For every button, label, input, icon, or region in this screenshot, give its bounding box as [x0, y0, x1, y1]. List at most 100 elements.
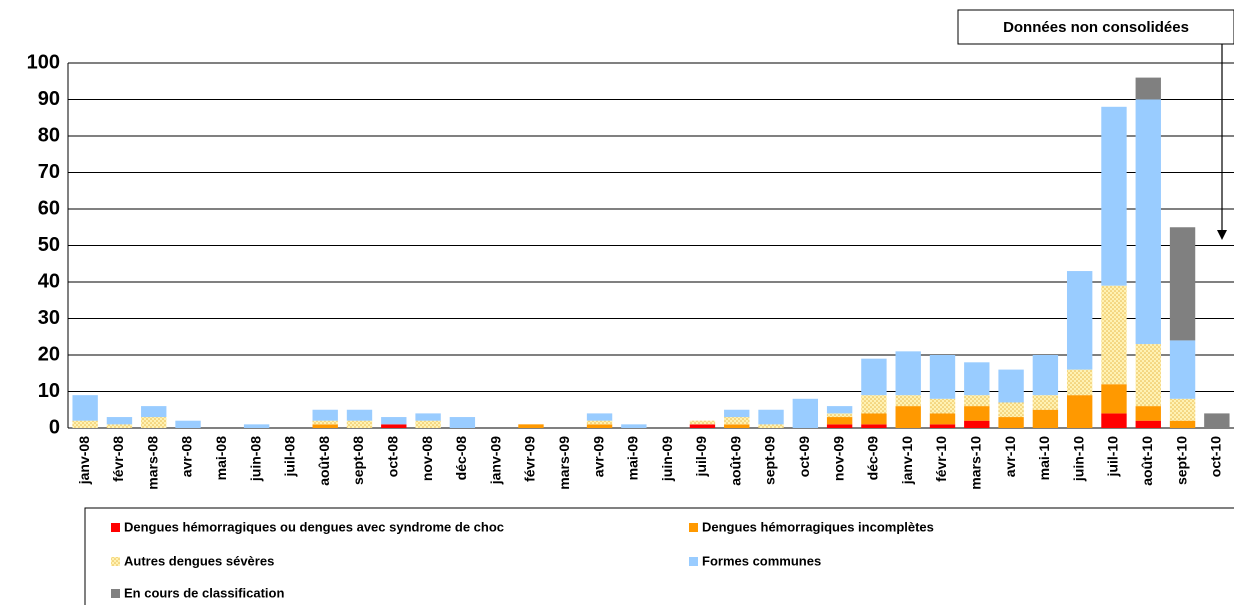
bar-segment: [106, 424, 133, 428]
bar-segment: [861, 424, 887, 428]
bar-segment: [1204, 413, 1230, 428]
bar-segment: [312, 424, 338, 428]
bar-segment: [724, 417, 750, 425]
x-tick-label: oct-08: [384, 436, 400, 477]
bar-segment: [826, 406, 853, 414]
bar-segment: [346, 420, 373, 428]
x-tick-label: sept-08: [350, 436, 366, 485]
x-tick-label: janv-08: [76, 436, 92, 485]
bar-segment: [689, 424, 716, 428]
bar-segment: [586, 420, 613, 425]
bar-segment: [1135, 99, 1161, 345]
legend-swatch: [689, 557, 698, 566]
x-tick-label: juin-08: [247, 436, 263, 482]
bar-segment: [621, 424, 647, 428]
bar-segment: [964, 395, 990, 407]
x-tick-label: févr-08: [110, 436, 126, 482]
x-tick-label: sept-10: [1173, 436, 1189, 485]
legend-label: Autres dengues sévères: [124, 553, 274, 568]
bar-segment: [895, 406, 921, 428]
bar-segment: [964, 362, 990, 396]
bar-segment: [895, 351, 921, 396]
x-tick-label: sept-09: [762, 436, 778, 485]
bar-segment: [1135, 406, 1161, 421]
bar-segment: [826, 417, 853, 425]
bar-segment: [998, 417, 1024, 428]
legend-swatch: [111, 557, 120, 566]
x-tick-label: nov-09: [830, 436, 846, 481]
bar-segment: [381, 424, 407, 428]
bar-segment: [1032, 355, 1059, 396]
x-tick-label: juil-10: [1105, 436, 1121, 478]
annotation: Données non consolidées: [1003, 19, 1189, 36]
y-tick-label: 80: [38, 124, 60, 146]
bar-segment: [861, 395, 887, 414]
y-tick-label: 40: [38, 270, 60, 292]
bar-segment: [998, 402, 1024, 418]
x-tick-label: déc-09: [865, 436, 881, 481]
bar-segment: [312, 409, 338, 421]
x-tick-label: avr-09: [590, 436, 606, 477]
y-tick-label: 50: [38, 234, 60, 256]
x-tick-label: oct-09: [796, 436, 812, 477]
bar-segment: [72, 395, 98, 421]
bar-segment: [1101, 106, 1127, 286]
bar-segment: [243, 424, 270, 428]
legend-label: En cours de classification: [124, 585, 284, 600]
bar-segment: [1032, 409, 1059, 428]
bar-segment: [1101, 384, 1127, 414]
bar-segment: [1032, 395, 1059, 410]
x-tick-label: août-08: [316, 436, 332, 486]
bar-segment: [998, 369, 1024, 403]
y-tick-label: 10: [38, 380, 60, 402]
y-tick-label: 30: [38, 307, 60, 329]
x-tick-label: févr-10: [933, 436, 949, 482]
x-tick-label: avr-08: [179, 436, 195, 477]
bar-segment: [929, 413, 956, 425]
x-tick-label: mai-08: [213, 436, 229, 481]
bar-segment: [861, 413, 887, 425]
x-tick-label: juil-09: [693, 436, 709, 478]
bar-segment: [518, 424, 544, 428]
y-tick-label: 20: [38, 343, 60, 365]
x-tick-label: mai-09: [625, 436, 641, 481]
bar-segment: [689, 420, 716, 425]
bar-segment: [415, 413, 441, 421]
bar-segment: [826, 424, 853, 428]
bar-segment: [1169, 420, 1196, 428]
bar-segment: [415, 420, 441, 428]
legend-swatch: [111, 589, 120, 598]
bar-segment: [964, 406, 990, 421]
annotation-box: [957, 9, 1234, 45]
bar-segment: [861, 358, 887, 396]
bar-segment: [826, 413, 853, 418]
x-tick-label: août-09: [727, 436, 743, 486]
bar-segment: [1135, 420, 1161, 428]
x-tick-label: oct-10: [1208, 436, 1224, 477]
bar-segment: [895, 395, 921, 407]
x-tick-label: mars-10: [967, 436, 983, 490]
x-tick-label: juin-09: [659, 436, 675, 482]
y-tick-label: 70: [38, 161, 60, 183]
legend-label: Dengues hémorragiques ou dengues avec sy…: [124, 519, 504, 534]
y-tick-label: 60: [38, 197, 60, 219]
legend-box: [84, 507, 1234, 605]
bar-segment: [141, 417, 167, 428]
bar-segment: [1101, 413, 1127, 428]
bar-segment: [724, 424, 750, 428]
bar-segment: [106, 417, 133, 425]
bar-segment: [1169, 398, 1196, 421]
y-tick-label: 90: [38, 88, 60, 110]
bar-segment: [929, 424, 956, 428]
x-tick-label: mai-10: [1036, 436, 1052, 481]
x-tick-label: juil-08: [282, 436, 298, 478]
legend-swatch: [689, 523, 698, 532]
x-tick-label: déc-08: [453, 436, 469, 481]
bar-segment: [724, 409, 750, 418]
bar-segment: [1101, 285, 1127, 385]
legend-label: Dengues hémorragiques incomplètes: [702, 519, 934, 534]
bar-segment: [312, 420, 338, 425]
arrow-head: [1217, 230, 1227, 240]
bar-segment: [1066, 369, 1093, 396]
